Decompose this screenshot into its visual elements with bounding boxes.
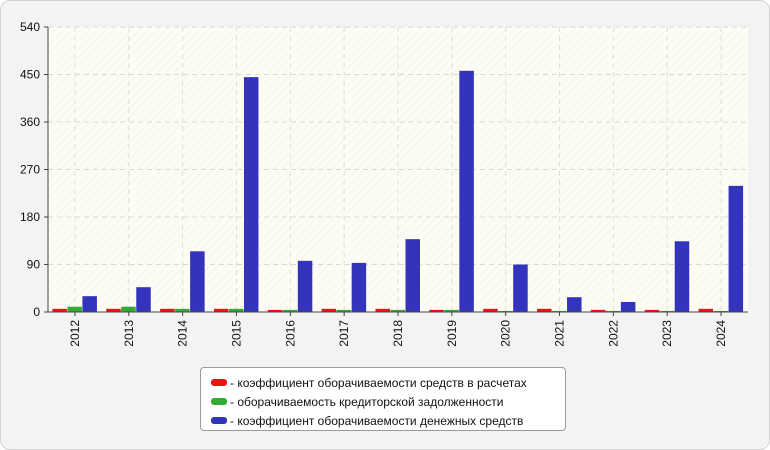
x-tick-label: 2018 [391, 320, 405, 347]
bar-payables [282, 309, 298, 312]
bar-receivables [644, 309, 660, 312]
y-tick-label: 450 [20, 68, 40, 82]
bar-cash [567, 297, 582, 312]
bar-cash [82, 296, 97, 312]
x-tick-label: 2016 [283, 320, 297, 347]
y-tick-label: 0 [33, 305, 40, 319]
legend-swatch-cash [211, 417, 227, 424]
legend-item: - коэффициент оборачиваемости средств в … [211, 373, 565, 392]
bar-payables [336, 309, 352, 312]
bar-payables [390, 309, 405, 312]
bar-receivables [537, 308, 552, 312]
bar-receivables [321, 308, 337, 312]
y-tick-label: 360 [20, 115, 40, 129]
legend-swatch-payables [211, 398, 227, 405]
bar-cash [297, 260, 313, 312]
x-tick-label: 2021 [553, 320, 567, 347]
bar-payables [498, 310, 513, 312]
x-tick-label: 2013 [122, 320, 136, 347]
bar-payables [228, 308, 244, 312]
legend-label: - коэффициент оборачиваемости средств в … [230, 375, 527, 390]
bar-payables [659, 310, 675, 312]
legend-label: - коэффициент оборачиваемости денежных с… [230, 413, 524, 428]
bar-cash [459, 70, 474, 312]
bar-cash [513, 264, 528, 312]
bar-receivables [698, 308, 714, 312]
x-tick-label: 2015 [229, 320, 243, 347]
x-tick-label: 2020 [499, 320, 513, 347]
bar-payables [552, 310, 567, 312]
x-tick-label: 2024 [714, 320, 728, 347]
bar-cash [243, 77, 259, 312]
y-tick-label: 270 [20, 163, 40, 177]
bar-receivables [590, 309, 606, 312]
bar-receivables [267, 309, 283, 312]
bar-payables [67, 306, 82, 312]
bar-receivables [52, 308, 67, 312]
legend-item: - коэффициент оборачиваемости денежных с… [211, 411, 565, 430]
bar-cash [674, 241, 690, 312]
bar-cash [190, 251, 205, 312]
x-tick-label: 2019 [445, 320, 459, 347]
bar-cash [620, 301, 636, 312]
y-tick-label: 540 [20, 20, 40, 34]
bar-payables [713, 310, 729, 312]
bar-receivables [375, 308, 390, 312]
legend: - коэффициент оборачиваемости средств в … [200, 367, 566, 431]
bar-cash [405, 239, 420, 312]
y-tick-label: 90 [27, 258, 41, 272]
legend-swatch-receivables [211, 379, 227, 386]
y-tick-label: 180 [20, 210, 40, 224]
bar-cash [728, 185, 744, 312]
x-tick-label: 2014 [176, 320, 190, 347]
x-tick-label: 2023 [660, 320, 674, 347]
bar-receivables [160, 308, 175, 312]
legend-label: - оборачиваемость кредиторской задолженн… [230, 394, 504, 409]
bar-payables [444, 309, 459, 312]
bar-payables [175, 308, 190, 312]
x-tick-label: 2022 [606, 320, 620, 347]
bar-receivables [429, 309, 444, 312]
bar-receivables [106, 308, 121, 312]
bar-receivables [483, 308, 498, 312]
legend-item: - оборачиваемость кредиторской задолженн… [211, 392, 565, 411]
x-tick-label: 2012 [68, 320, 82, 347]
bar-receivables [213, 308, 229, 312]
bar-cash [136, 287, 151, 312]
bar-cash [351, 262, 367, 312]
x-tick-label: 2017 [337, 320, 351, 347]
bar-payables [605, 310, 621, 312]
bar-payables [121, 306, 136, 312]
